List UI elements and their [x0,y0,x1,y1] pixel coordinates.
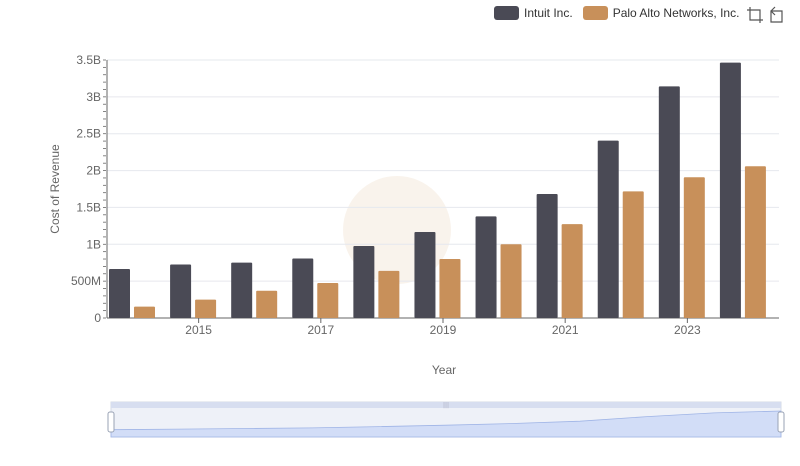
y-tick-label: 0 [94,311,101,325]
y-tick-label: 2B [86,164,101,178]
x-tick-label: 2015 [185,323,212,337]
y-tick-label: 2.5B [76,127,101,141]
x-tick-label: 2017 [307,323,334,337]
zoom-slider-overview [110,410,782,438]
bar-intuit-2015 [170,264,192,318]
bar-intuit-2022 [597,140,619,318]
bar-palo-alto-2019 [439,259,461,318]
bar-intuit-2023 [658,86,680,318]
y-tick-label: 1B [86,237,101,251]
y-tick-label: 3.5B [76,53,101,67]
bar-palo-alto-2023 [683,177,705,318]
legend-item-intuit[interactable]: Intuit Inc. [494,6,573,20]
y-tick-label: 500M [71,274,101,288]
bar-palo-alto-2024 [744,166,766,318]
bar-intuit-2016 [231,262,253,318]
zoom-handle-left[interactable] [107,411,115,433]
bar-intuit-2017 [292,258,314,318]
bar-intuit-2019 [414,231,436,318]
zoom-handle-right[interactable] [777,411,785,433]
bar-intuit-2021 [536,193,558,318]
legend-swatch-palo-alto [582,6,608,20]
y-tick-label: 3B [86,90,101,104]
legend-label-palo-alto: Palo Alto Networks, Inc. [612,6,740,20]
bar-palo-alto-2017 [317,282,339,318]
legend: Intuit Inc. Palo Alto Networks, Inc. [494,4,749,22]
chart-toolbar [746,6,788,24]
bar-intuit-2020 [475,216,497,318]
bar-palo-alto-2018 [378,270,400,318]
x-tick-label: 2019 [430,323,457,337]
bar-palo-alto-2016 [256,290,278,318]
y-tick-label: 1.5B [76,200,101,214]
legend-item-palo-alto[interactable]: Palo Alto Networks, Inc. [582,6,740,20]
restore-icon[interactable] [767,6,785,24]
bar-intuit-2014 [109,268,130,318]
legend-label-intuit: Intuit Inc. [524,6,573,20]
bar-intuit-2024 [719,62,741,318]
drag-handle-icon: ||| [443,402,449,409]
x-tick-label: 2023 [674,323,701,337]
bar-intuit-2018 [353,245,375,318]
y-axis-title: Cost of Revenue [48,144,62,234]
legend-swatch-intuit [494,6,519,20]
bar-palo-alto-2022 [622,191,644,318]
bar-palo-alto-2014 [134,306,155,318]
bar-palo-alto-2020 [500,244,522,318]
x-tick-label: 2021 [552,323,579,337]
bar-palo-alto-2021 [561,224,583,318]
zoom-icon[interactable] [746,6,764,24]
bar-palo-alto-2015 [195,299,217,318]
x-axis-title: Year [432,363,456,377]
zoom-slider-topbar [111,402,781,408]
